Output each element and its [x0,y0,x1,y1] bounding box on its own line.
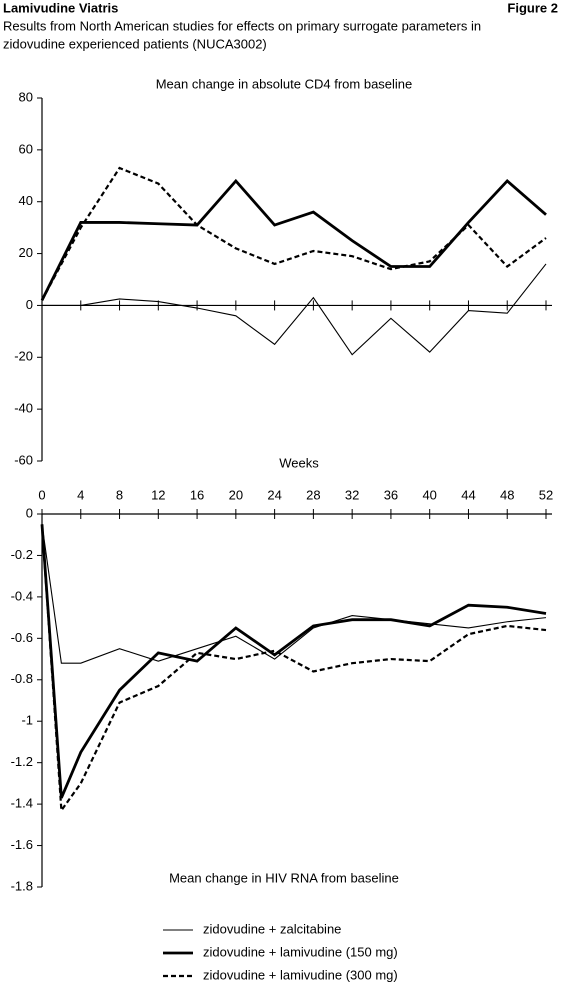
y-tick-label: 60 [19,141,33,156]
x-tick-label: 32 [345,487,359,502]
x-tick-label: 12 [151,487,165,502]
y-tick-label: -0.2 [11,547,33,562]
header-left: Lamivudine Viatris [3,0,118,15]
series-line [40,524,547,814]
series-line [42,263,547,356]
y-tick-label: 80 [19,89,33,104]
y-tick-label: -20 [14,349,33,364]
legend-label: zidovudine + lamivudine (300 mg) [203,967,398,982]
x-tick-label: 48 [500,487,514,502]
x-tick-label: 4 [77,487,84,502]
y-tick-label: -0.4 [11,588,33,603]
x-tick-label: 36 [384,487,398,502]
header-right: Figure 2 [507,0,558,15]
description: zidovudine experienced patients (NUCA300… [3,36,267,51]
y-tick-label: 0 [26,297,33,312]
series-line [40,178,547,301]
y-tick-label: 40 [19,193,33,208]
series-line [41,166,547,301]
y-tick-label: -60 [14,452,33,467]
x-tick-label: 52 [539,487,553,502]
description: Results from North American studies for … [3,18,481,33]
chart-title: Mean change in HIV RNA from baseline [169,870,399,885]
y-tick-label: -1 [21,713,33,728]
x-axis-label: Weeks [279,455,319,470]
series-line [40,524,547,799]
y-tick-label: -40 [14,401,33,416]
x-tick-label: 8 [116,487,123,502]
x-tick-label: 40 [422,487,436,502]
x-tick-label: 16 [190,487,204,502]
chart-title: Mean change in absolute CD4 from baselin… [156,76,413,91]
y-tick-label: 0 [26,505,33,520]
legend-label: zidovudine + zalcitabine [203,921,341,936]
x-tick-label: 44 [461,487,475,502]
x-tick-label: 20 [229,487,243,502]
legend-label: zidovudine + lamivudine (150 mg) [203,944,398,959]
y-tick-label: -1.2 [11,754,33,769]
x-tick-label: 0 [38,487,45,502]
x-tick-label: 28 [306,487,320,502]
y-tick-label: -0.6 [11,630,33,645]
x-tick-label: 24 [267,487,281,502]
y-tick-label: -1.4 [11,796,33,811]
y-tick-label: -0.8 [11,671,33,686]
y-tick-label: -1.6 [11,837,33,852]
y-tick-label: 20 [19,245,33,260]
series-line [41,524,547,664]
y-tick-label: -1.8 [11,878,33,893]
